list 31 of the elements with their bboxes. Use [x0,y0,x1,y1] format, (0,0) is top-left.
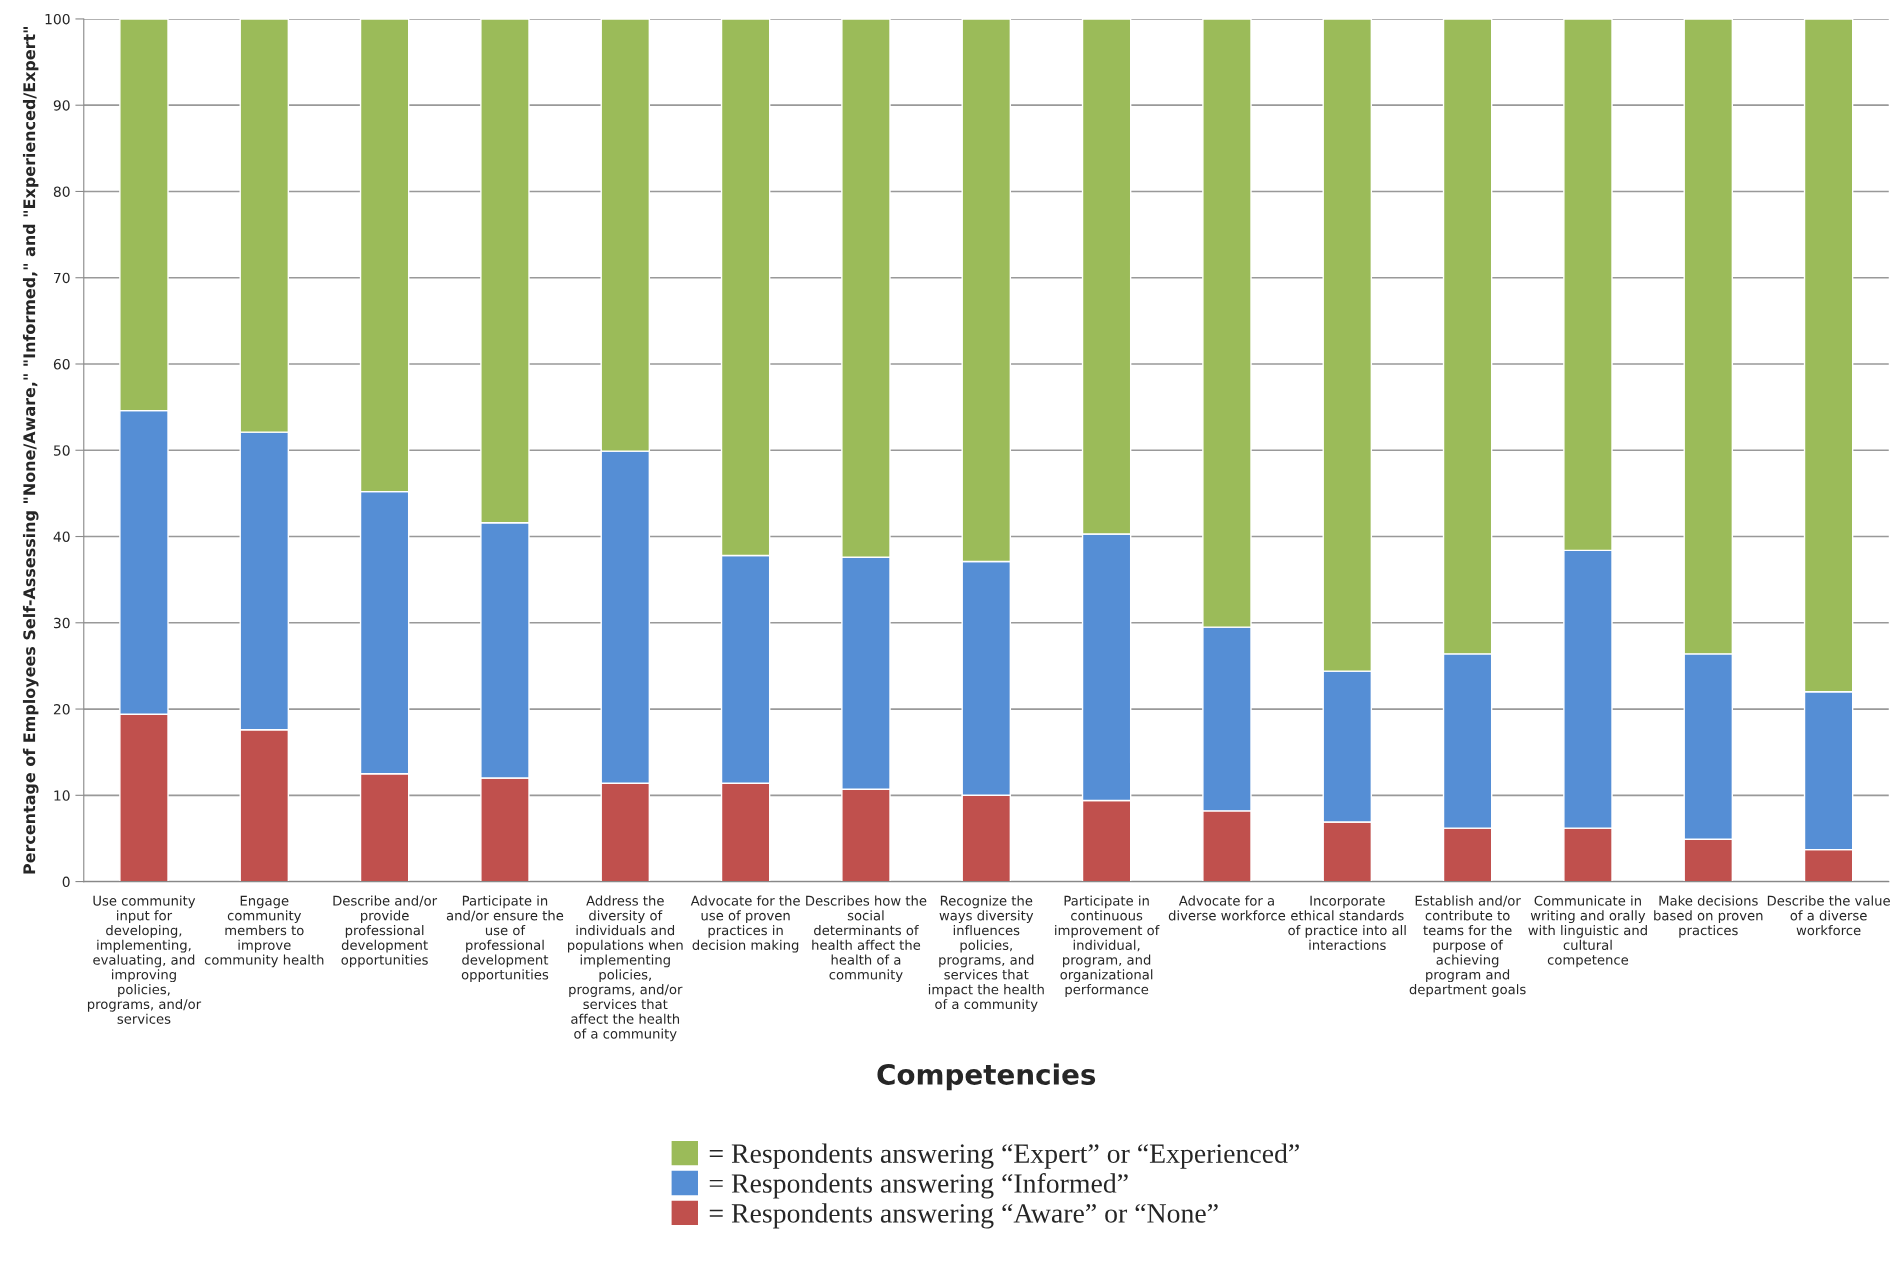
y-tick-label: 30 [53,617,70,629]
x-tick-label: Incorporate ethical standards of practice into all interactions [1288,895,1406,950]
y-tick-label: 10 [54,790,70,801]
x-tick-label: Participate in continuous improvement of individual, program, and organizational performance [1055,895,1160,997]
category-label: Address the diversity of individuals and populations when implementing policies, programs, and/or services that affect the health of a community [568,895,683,1042]
x-tick-label: Describe and/or provide professional development opportunities [333,895,438,968]
x-tick-label: Communicate in writing and orally with linguistic and cultural competence [1528,895,1647,968]
x-tick-label: Advocate for a diverse workforce [1168,895,1286,921]
y-tick-label: 0 [62,876,70,888]
x-tick-label: Make decisions based on proven practices [1654,895,1763,938]
y-tick-label: 60 [53,358,70,370]
y-tick-label: 40 [53,531,70,542]
y-tick-label: 70 [54,272,70,284]
y-tick-label: 80 [53,186,70,197]
legend-label: = Respondents answering “Aware” or “None” [709,1203,1218,1229]
legend-label: = Respondents answering “Informed” [709,1173,1128,1199]
x-tick-label: Advocate for the use of proven practices in decision making [690,895,800,953]
y-tick-label: 20 [53,704,70,715]
x-tick-label: Describe the value of a diverse workforce [1767,895,1890,936]
x-axis-title: Competencies [877,1063,1096,1091]
y-tick-label: 100 [45,13,70,25]
x-tick-label: Participate in and/or ensure the use of professional development opportunities [446,895,564,983]
y-tick-label: 90 [53,100,70,111]
legend-label: = Respondents answering “Expert” or “Experienced” [709,1143,1299,1169]
x-tick-label: Establish and/or contribute to teams for the purpose of achieving program and department goals [1409,895,1526,997]
x-tick-label: Describes how the social determinants of health affect the health of a community [806,895,927,983]
y-axis-title: Percentage of Employees Self-Assessing "None/Aware," "Informed," and "Experienced/Expert" [22,27,39,874]
x-tick-label: Recognize the ways diversity influences policies, programs, and services that impact the health of a community [928,895,1044,1012]
category-label: Use community input for developing, implementing, evaluating, and improving policies, programs, and/or services [87,895,202,1024]
x-tick-label: Engage community members to improve community health [204,895,324,968]
y-tick-label: 50 [53,445,70,456]
